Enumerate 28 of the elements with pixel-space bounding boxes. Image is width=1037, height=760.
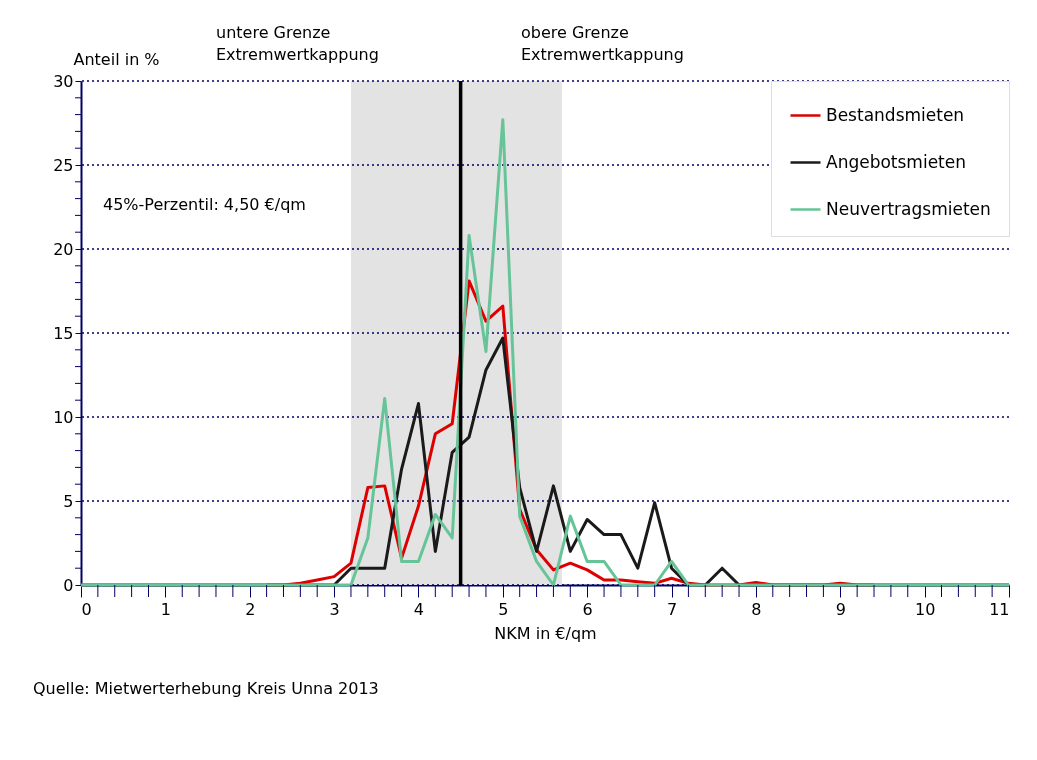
legend-label: Angebotsmieten [826, 151, 967, 172]
x-tick-label: 7 [666, 599, 678, 619]
y-tick-label: 5 [63, 491, 74, 511]
y-tick-label: 10 [53, 407, 74, 427]
y-tick-label: 0 [63, 575, 74, 595]
x-tick-label: 10 [914, 599, 936, 619]
y-axis-title: Anteil in % [73, 49, 160, 69]
x-tick-label: 4 [413, 599, 425, 619]
x-tick-label: 9 [835, 599, 846, 619]
legend-label: Bestandsmieten [826, 104, 965, 125]
x-tick-label: 1 [160, 599, 171, 619]
y-tick-label: 15 [53, 323, 74, 343]
legend-label: Neuvertragsmieten [826, 198, 991, 219]
y-tick-label: 25 [53, 155, 74, 175]
source-note: Quelle: Mietwerterhebung Kreis Unna 2013 [33, 679, 379, 698]
annotation: 45%-Perzentil: 4,50 €/qm [103, 195, 306, 214]
x-axis-title: NKM in €/qm [494, 623, 597, 643]
x-tick-label: 6 [582, 599, 593, 619]
x-tick-label: 3 [329, 599, 340, 619]
x-tick-label: 5 [498, 599, 509, 619]
y-tick-label: 30 [53, 71, 74, 91]
x-tick-label: 8 [751, 599, 762, 619]
x-tick-label: 11 [989, 599, 1010, 619]
text: untere Grenze Extremwertkappung [216, 23, 379, 64]
x-tick-label: 2 [245, 599, 256, 619]
text: obere Grenze Extremwertkappung [521, 23, 684, 64]
y-tick-label: 20 [53, 239, 74, 259]
x-tick-label: 0 [81, 599, 92, 619]
